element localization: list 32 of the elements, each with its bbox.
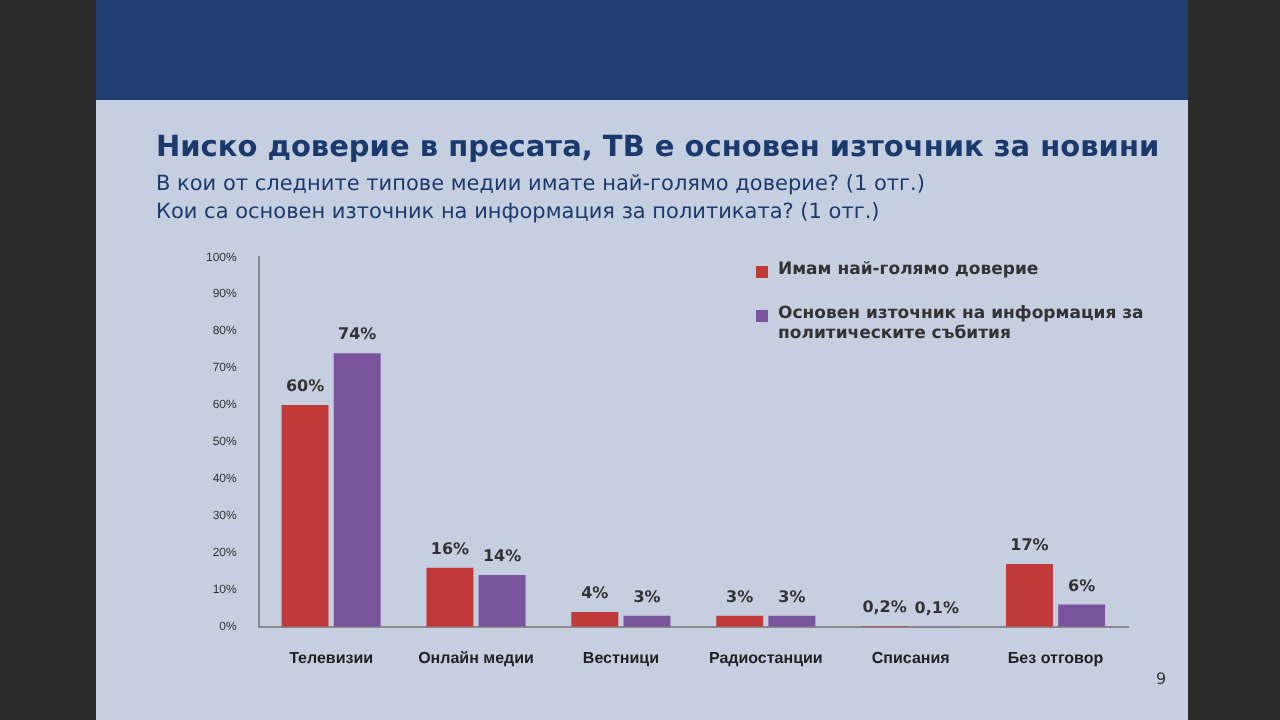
x-tick-label: Радиостанции [708, 648, 823, 667]
x-tick-label: Без отговор [1007, 648, 1104, 667]
data-label: 60% [285, 377, 325, 396]
bar [571, 612, 619, 627]
bar [1006, 563, 1053, 627]
bar [768, 615, 816, 627]
data-label: 16% [430, 539, 470, 558]
data-label: 3% [778, 587, 806, 606]
bar [426, 567, 474, 627]
bar [281, 405, 329, 627]
data-label: 74% [338, 325, 377, 344]
bar [1058, 604, 1106, 627]
chart-title: Ниско доверие в пресата, ТВ е основен източник за новини [156, 132, 1160, 164]
x-tick-label: Списания [871, 648, 951, 667]
bar [478, 575, 526, 627]
text: 9 [1156, 670, 1167, 688]
legend-label: Основен източник на информация за политическите събития [778, 304, 1146, 344]
data-label: 14% [482, 547, 522, 566]
data-label: 0,2% [862, 598, 907, 617]
data-label: 4% [581, 584, 609, 603]
chart-subtitle: В кои от следните типове медии имате най-голямо доверие? (1 отг.) Кои са основен източник на информация за политиката? (1 отг.) [156, 170, 925, 226]
x-tick-label: Телевизии [289, 648, 374, 667]
data-label: 0,1% [914, 598, 959, 617]
data-label: 3% [633, 587, 661, 606]
x-tick-label: Онлайн медии [418, 648, 535, 667]
bar [716, 615, 764, 627]
data-label: 3% [726, 587, 754, 606]
data-label: 17% [1010, 536, 1049, 555]
legend-label: Имам най-голямо доверие [778, 260, 1039, 280]
x-tick-label: Вестници [582, 648, 660, 667]
data-label: 6% [1068, 576, 1096, 595]
bar [333, 353, 381, 627]
